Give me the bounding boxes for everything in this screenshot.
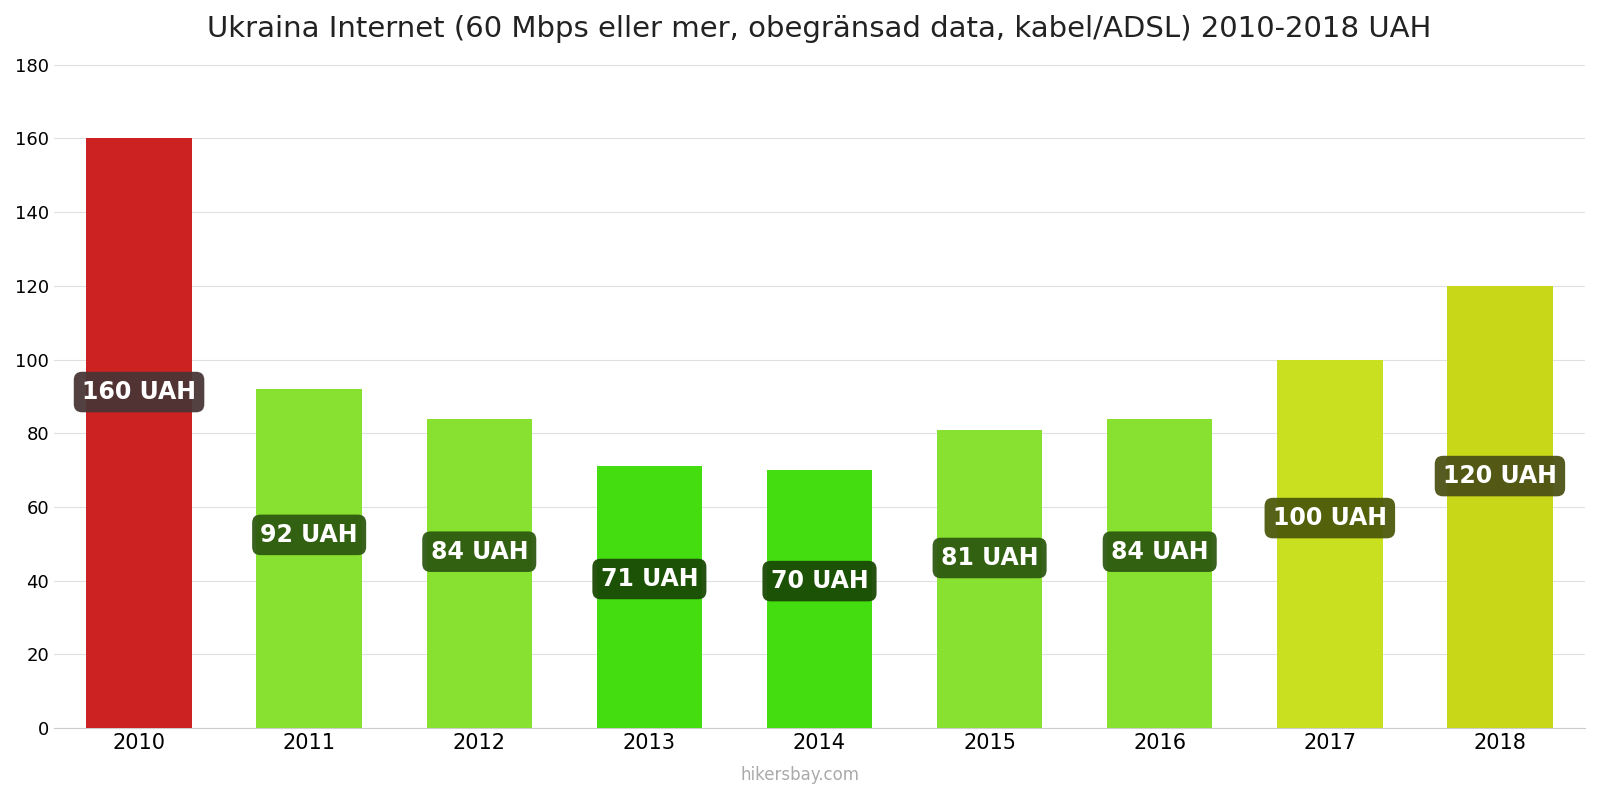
Text: 81 UAH: 81 UAH [941,546,1038,570]
Bar [427,418,533,728]
Text: hikersbay.com: hikersbay.com [741,766,859,784]
Text: 71 UAH: 71 UAH [600,567,698,591]
Title: Ukraina Internet (60 Mbps eller mer, obegränsad data, kabel/ADSL) 2010-2018 UAH: Ukraina Internet (60 Mbps eller mer, obe… [208,15,1432,43]
Text: 70 UAH: 70 UAH [771,569,869,593]
Text: 100 UAH: 100 UAH [1274,506,1387,530]
Bar [86,138,192,728]
Text: 120 UAH: 120 UAH [1443,464,1557,488]
Text: 84 UAH: 84 UAH [1110,540,1208,564]
Bar [1107,418,1213,728]
Bar [766,470,872,728]
Bar [256,389,362,728]
Text: 160 UAH: 160 UAH [82,380,197,404]
Bar [938,430,1042,728]
Bar [1277,360,1382,728]
Text: 92 UAH: 92 UAH [261,523,358,547]
Bar [1448,286,1552,728]
Bar [597,466,702,728]
Text: 84 UAH: 84 UAH [430,540,528,564]
